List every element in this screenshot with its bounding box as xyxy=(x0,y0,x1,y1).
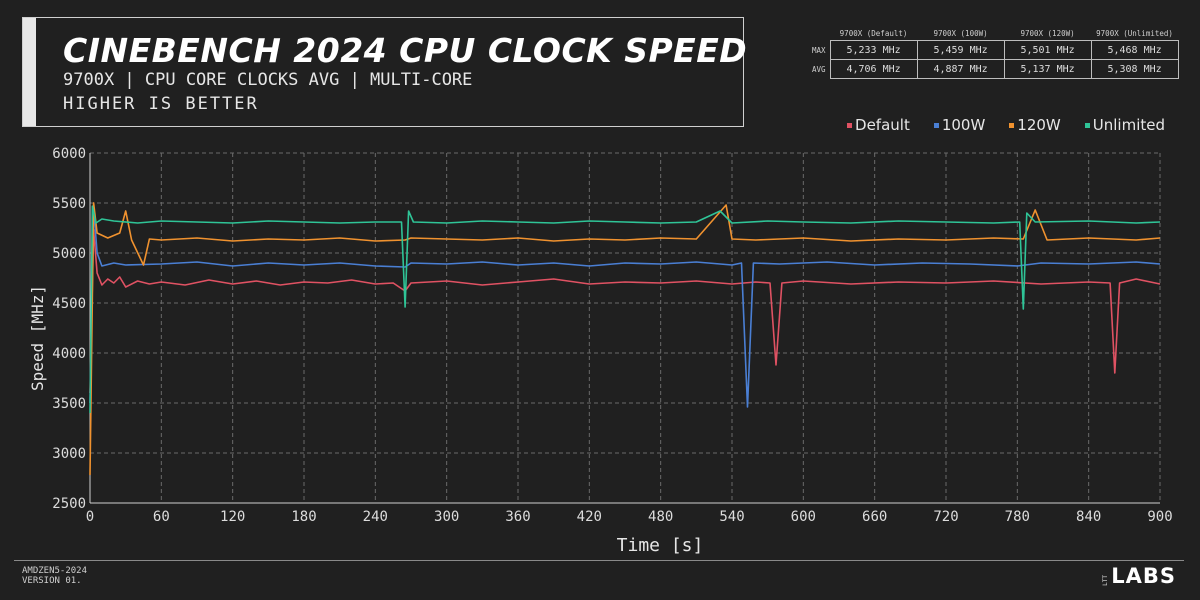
stats-row-avg: AVG 4,706 MHz 4,887 MHz 5,137 MHz 5,308 … xyxy=(808,59,1179,79)
stats-row-label: AVG xyxy=(812,64,826,74)
y-tick-label: 6000 xyxy=(52,146,86,162)
footer-info: AMDZEN5-2024 VERSION 01. xyxy=(22,566,87,586)
y-tick-label: 5500 xyxy=(52,196,86,212)
x-tick-label: 180 xyxy=(291,509,316,525)
stats-cell: 5,137 MHz xyxy=(1003,59,1092,79)
chart-title: CINEBENCH 2024 CPU CLOCK SPEED xyxy=(63,31,748,70)
y-axis-label: Speed [MHz] xyxy=(28,285,47,391)
x-tick-label: 0 xyxy=(86,509,94,525)
stats-col-default: 9700X (Default) xyxy=(839,29,908,38)
stats-col-120w: 9700X (120W) xyxy=(1020,29,1075,38)
stats-col-100w: 9700X (100W) xyxy=(933,29,988,38)
logo-ltt-text: LTT xyxy=(1102,575,1110,586)
x-tick-label: 780 xyxy=(1005,509,1030,525)
x-tick-label: 240 xyxy=(363,509,388,525)
chart-note: HIGHER IS BETTER xyxy=(63,94,259,114)
x-tick-label: 120 xyxy=(220,509,245,525)
x-tick-label: 420 xyxy=(577,509,602,525)
chart-legend: Default 100W 120W Unlimited xyxy=(847,116,1165,134)
series-line-unlimited xyxy=(89,205,1161,414)
logo-labs-text: LABS xyxy=(1111,564,1176,588)
y-tick-label: 5000 xyxy=(52,246,86,262)
x-tick-label: 480 xyxy=(648,509,673,525)
legend-label: Default xyxy=(855,116,910,134)
x-tick-label: 60 xyxy=(153,509,170,525)
legend-swatch xyxy=(933,122,939,128)
x-tick-label: 720 xyxy=(933,509,958,525)
legend-item-100w: 100W xyxy=(933,116,986,134)
legend-swatch xyxy=(847,122,853,128)
x-tick-label: 600 xyxy=(791,509,816,525)
y-tick-label: 2500 xyxy=(52,496,86,512)
legend-label: Unlimited xyxy=(1092,116,1165,134)
x-tick-label: 360 xyxy=(505,509,530,525)
footer-code: AMDZEN5-2024 xyxy=(22,566,88,576)
legend-swatch xyxy=(1009,122,1015,128)
legend-label: 120W xyxy=(1017,116,1061,134)
series-line-120w xyxy=(89,202,1161,476)
series-line-default xyxy=(89,228,1161,394)
x-tick-label: 540 xyxy=(719,509,744,525)
legend-swatch xyxy=(1084,122,1090,128)
x-tick-label: 300 xyxy=(434,509,459,525)
x-tick-label: 840 xyxy=(1076,509,1101,525)
stats-row-max: MAX 5,233 MHz 5,459 MHz 5,501 MHz 5,468 … xyxy=(808,40,1179,60)
title-accent-bar xyxy=(23,18,36,126)
stats-col-unlimited: 9700X (Unlimited) xyxy=(1096,29,1173,38)
y-tick-label: 3000 xyxy=(52,446,86,462)
stats-cell: 5,308 MHz xyxy=(1090,59,1179,79)
title-box: CINEBENCH 2024 CPU CLOCK SPEED 9700X | C… xyxy=(22,17,748,127)
y-tick-label: 4000 xyxy=(52,346,86,362)
footer-version: VERSION 01. xyxy=(22,576,82,586)
x-axis-label: Time [s] xyxy=(617,535,704,556)
x-tick-label: 900 xyxy=(1147,509,1172,525)
y-tick-label: 3500 xyxy=(52,396,86,412)
ltt-labs-logo: LTT LABS xyxy=(1102,564,1176,588)
chart-subtitle: 9700X | CPU CORE CLOCKS AVG | MULTI-CORE xyxy=(63,70,473,90)
legend-label: 100W xyxy=(941,116,986,134)
stats-header-row: 9700X (Default) 9700X (100W) 9700X (120W… xyxy=(808,16,1178,41)
legend-item-120w: 120W xyxy=(1009,116,1061,134)
y-tick-label: 4500 xyxy=(52,296,86,312)
legend-item-default: Default xyxy=(847,116,910,134)
legend-item-unlimited: Unlimited xyxy=(1084,116,1165,134)
series-line-100w xyxy=(89,206,1161,408)
footer-divider xyxy=(14,560,1184,561)
stats-row-label: MAX xyxy=(812,45,826,55)
x-tick-label: 660 xyxy=(862,509,887,525)
stats-table: 9700X (Default) 9700X (100W) 9700X (120W… xyxy=(808,16,1179,79)
